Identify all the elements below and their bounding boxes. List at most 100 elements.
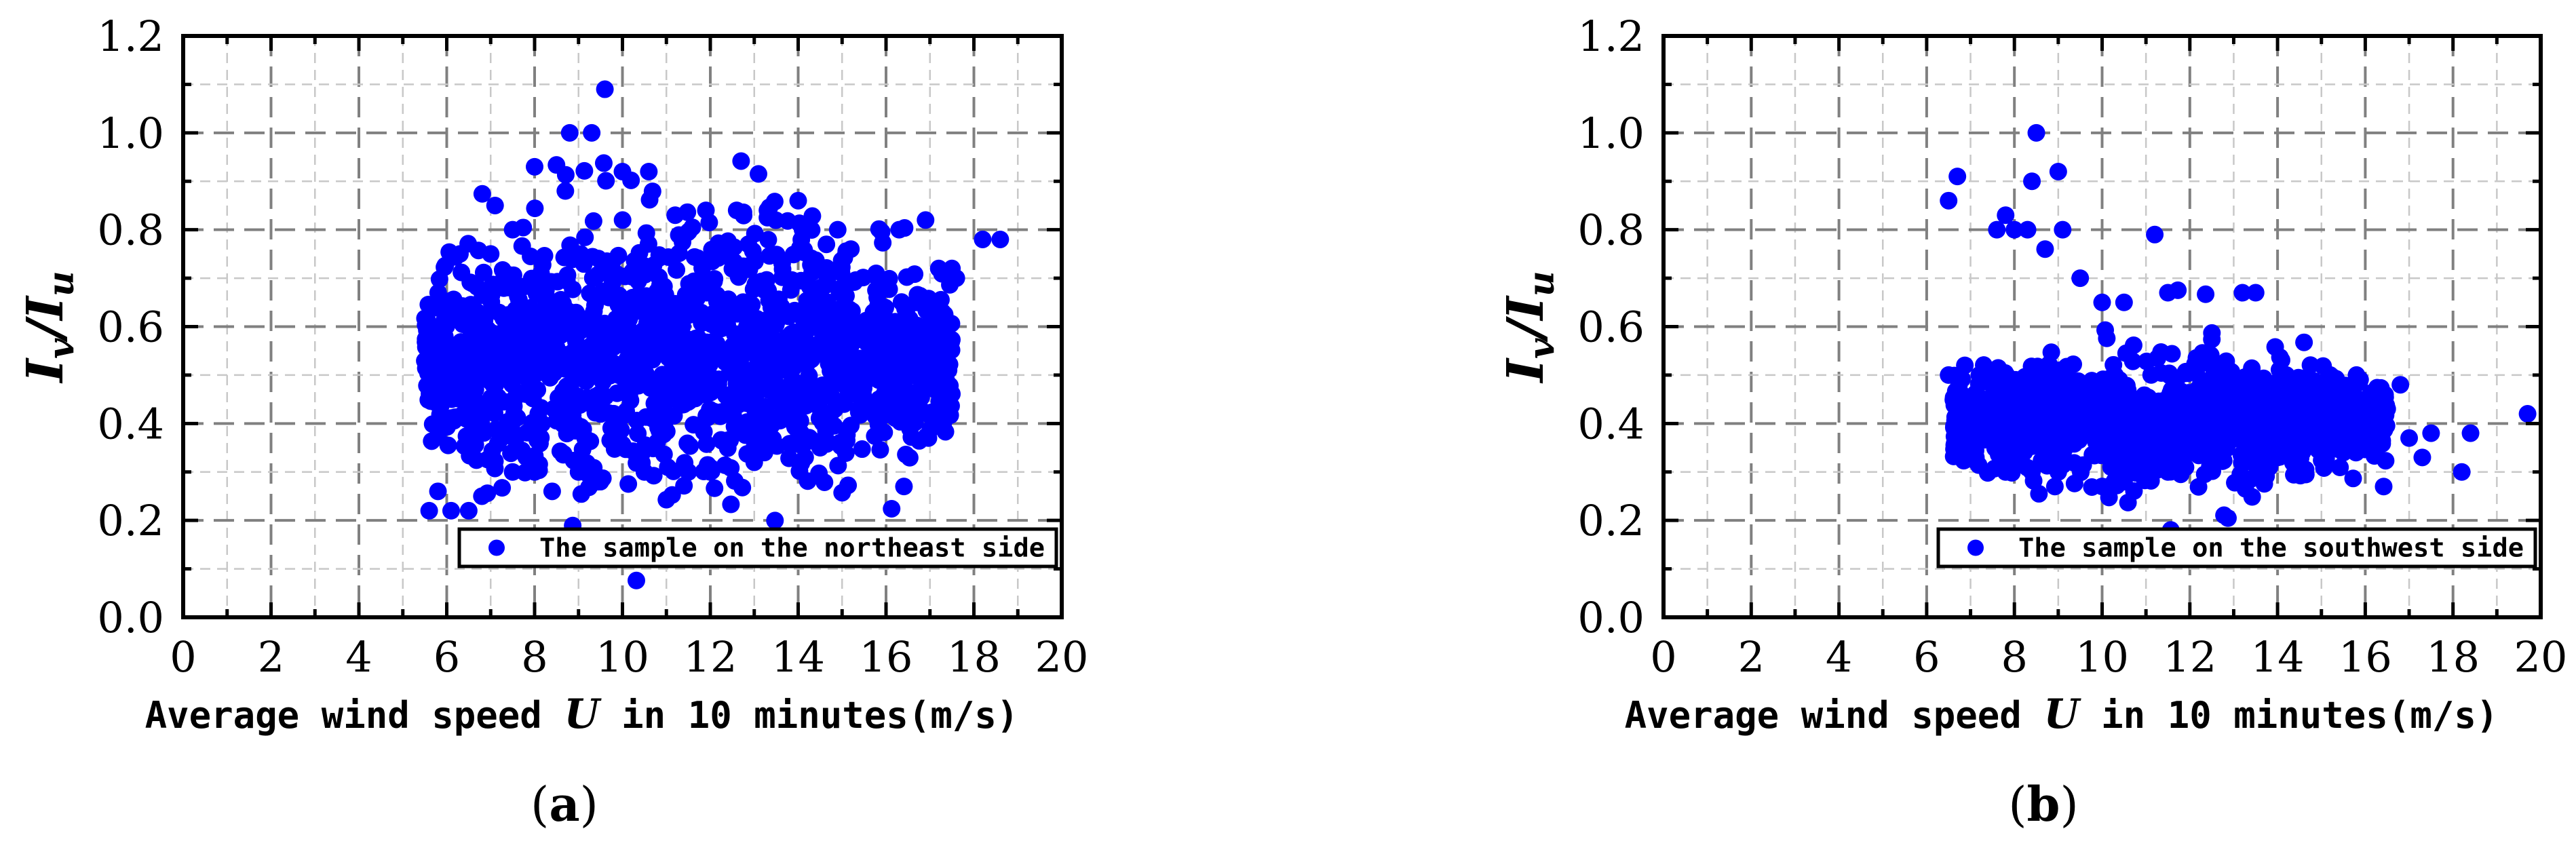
data-point	[2036, 240, 2054, 258]
data-point	[600, 353, 619, 372]
data-point	[2054, 220, 2072, 239]
data-point	[2413, 448, 2431, 467]
data-point	[675, 477, 693, 495]
data-point	[576, 228, 594, 246]
data-point	[421, 385, 439, 403]
legend-box	[457, 527, 1058, 568]
data-point	[833, 484, 851, 502]
data-point	[543, 482, 561, 501]
data-point	[2233, 284, 2252, 302]
data-point	[2042, 343, 2060, 362]
caption-open: (	[531, 777, 549, 832]
data-point	[2093, 478, 2111, 496]
data-point	[583, 123, 601, 142]
data-point	[2345, 417, 2364, 435]
y-tick-label: 0.8	[1577, 206, 1645, 255]
data-point	[2069, 382, 2087, 400]
caption-open: (	[2008, 777, 2026, 832]
data-point	[899, 366, 917, 384]
y-axis-label-part: u	[41, 271, 82, 296]
panel-caption: (a)	[531, 776, 598, 832]
data-point	[2422, 424, 2440, 442]
data-point	[868, 288, 887, 307]
data-point	[895, 478, 913, 496]
data-point	[597, 172, 615, 190]
data-point	[704, 347, 723, 366]
data-point	[934, 357, 953, 375]
data-point	[459, 305, 477, 324]
data-point	[883, 499, 901, 518]
y-axis-label-part: v	[1521, 338, 1562, 359]
x-tick-label: 8	[521, 632, 547, 682]
data-point	[2321, 366, 2339, 384]
x-axis-label-part: Average wind speed	[1625, 694, 2044, 737]
data-point	[719, 434, 737, 452]
data-point	[665, 312, 683, 330]
data-point	[558, 377, 576, 395]
data-point	[486, 196, 504, 214]
x-tick-label: 10	[2075, 632, 2129, 682]
data-point	[2005, 220, 2024, 239]
data-point	[581, 284, 599, 303]
data-point	[681, 437, 699, 455]
data-point	[733, 478, 752, 497]
data-point	[2343, 391, 2361, 409]
data-point	[2356, 400, 2375, 418]
data-point	[2115, 473, 2133, 491]
data-point	[655, 385, 673, 403]
y-tick-label: 0.4	[97, 399, 164, 448]
data-point	[417, 333, 435, 351]
data-point	[2117, 376, 2136, 395]
panel-a: 0 2 4 6 8 10 12 14 16 18 20 0.0 0.2 0.4 0.6 0.8 1.0 1.2 Av…	[16, 12, 1088, 832]
data-point	[2203, 453, 2221, 471]
data-point	[2005, 412, 2023, 431]
data-point	[906, 413, 924, 431]
data-point	[1956, 356, 1974, 374]
x-tick-label: 2	[1738, 632, 1765, 682]
data-point	[1997, 463, 2015, 481]
data-point	[517, 385, 535, 403]
data-point	[947, 269, 965, 288]
data-point	[551, 442, 569, 461]
data-point	[463, 274, 482, 292]
data-point	[2292, 449, 2310, 467]
data-point	[2023, 463, 2041, 481]
data-point	[2243, 488, 2261, 506]
legend-label: The sample on the southwest side	[2018, 533, 2524, 563]
y-axis-label-part: I	[1497, 357, 1555, 384]
data-point	[429, 482, 447, 501]
data-point	[796, 390, 815, 408]
y-tick-label: 0.0	[97, 593, 164, 642]
data-point	[818, 259, 836, 277]
data-point	[2299, 393, 2318, 411]
data-point	[811, 408, 830, 427]
data-point	[666, 206, 685, 225]
data-point	[654, 333, 672, 351]
data-point	[709, 375, 727, 393]
data-point	[2301, 356, 2320, 374]
data-point	[1997, 368, 2016, 386]
data-point	[1948, 168, 1967, 186]
data-point	[453, 263, 471, 282]
data-point	[784, 413, 802, 431]
data-point	[758, 353, 777, 371]
data-point	[2060, 433, 2078, 451]
data-point	[683, 218, 701, 237]
data-point	[2247, 422, 2265, 440]
data-point	[2140, 465, 2159, 483]
data-point	[718, 232, 737, 250]
data-point	[2015, 443, 2033, 461]
data-point	[821, 324, 839, 342]
data-point	[480, 346, 498, 364]
data-point	[436, 311, 454, 329]
data-point	[2045, 478, 2064, 496]
data-point	[2266, 338, 2284, 356]
data-point	[592, 473, 610, 491]
legend-marker	[488, 539, 505, 556]
data-point	[842, 240, 860, 258]
data-point	[442, 501, 460, 520]
data-point	[534, 305, 552, 324]
data-point	[577, 366, 595, 384]
data-point	[991, 230, 1010, 248]
data-point	[2336, 376, 2354, 395]
